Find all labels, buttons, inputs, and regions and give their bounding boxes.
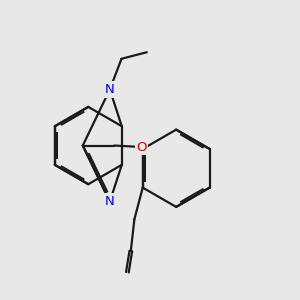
Text: N: N bbox=[105, 83, 115, 96]
Text: N: N bbox=[105, 195, 115, 208]
Text: O: O bbox=[136, 140, 147, 154]
